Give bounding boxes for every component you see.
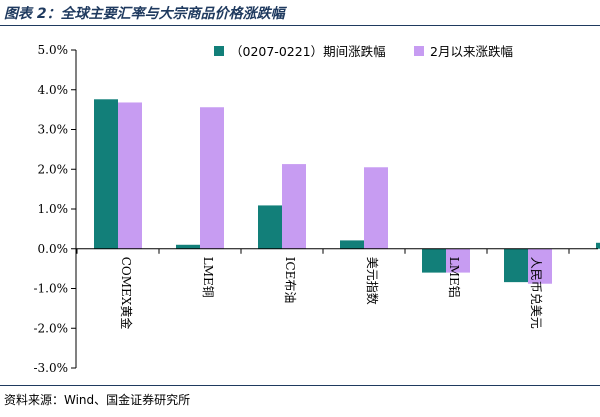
- legend-swatch-period: [214, 46, 224, 56]
- bar-month-4: [446, 248, 470, 273]
- legend-label-month: 2月以来涨跌幅: [430, 44, 513, 59]
- y-tick-label: -2.0%: [33, 321, 68, 335]
- y-tick-label: 2.0%: [38, 162, 69, 176]
- figure-header: 图表 2：全球主要汇率与大宗商品价格涨跌幅: [0, 0, 600, 26]
- y-tick-label: 5.0%: [38, 43, 69, 57]
- category-label: LME铜: [201, 257, 216, 298]
- y-tick-label: 0.0%: [38, 242, 69, 256]
- bar-period-2: [258, 205, 282, 249]
- y-tick-label: -3.0%: [33, 361, 68, 375]
- bar-extra-partial: [596, 242, 600, 249]
- bar-month-0: [118, 102, 142, 249]
- bar-period-4: [422, 248, 446, 273]
- category-label: COMEX黄金: [119, 257, 134, 330]
- y-tick-label: -1.0%: [33, 282, 68, 296]
- header-divider: [0, 25, 600, 26]
- bar-month-3: [364, 167, 388, 249]
- category-label: 人民币兑美元: [529, 257, 543, 329]
- y-tick-label: 1.0%: [38, 202, 69, 216]
- bar-month-2: [282, 164, 306, 249]
- legend-label-period: （0207-0221）期间涨跌幅: [230, 44, 386, 59]
- y-tick-label: 4.0%: [38, 83, 69, 97]
- bar-month-5: [528, 248, 552, 284]
- category-label: LME铝: [447, 257, 462, 298]
- category-label: ICE布油: [283, 257, 297, 304]
- bar-period-5: [504, 248, 528, 283]
- legend-swatch-month: [414, 46, 424, 56]
- category-label: 美元指数: [365, 257, 380, 305]
- y-tick-label: 3.0%: [38, 123, 69, 137]
- footer-divider: [0, 385, 600, 386]
- bar-month-1: [200, 107, 224, 249]
- bar-period-3: [340, 240, 364, 249]
- bar-chart: 5.0% 4.0% 3.0% 2.0% 1.0% 0.0% -1.0% -2.0% -3.0% C…: [33, 43, 600, 375]
- bar-period-1: [176, 244, 200, 249]
- figure-title: 图表 2：全球主要汇率与大宗商品价格涨跌幅: [4, 6, 285, 22]
- source-note: 资料来源：Wind、国金证券研究所: [4, 393, 191, 407]
- bar-period-0: [94, 99, 118, 249]
